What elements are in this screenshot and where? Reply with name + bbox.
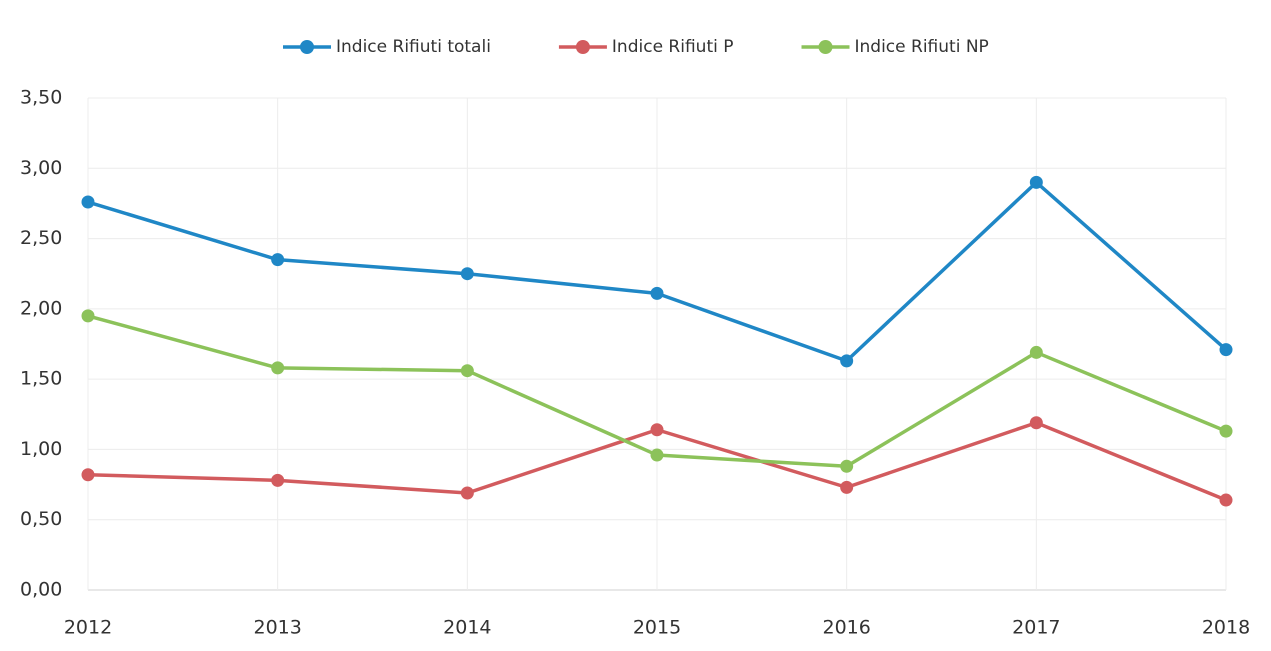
data-point bbox=[1219, 343, 1233, 357]
data-point bbox=[271, 473, 285, 487]
y-tick-label: 1,50 bbox=[20, 368, 62, 390]
data-point bbox=[650, 448, 664, 462]
legend-label: Indice Rifiuti NP bbox=[855, 37, 989, 57]
y-tick-label: 1,00 bbox=[20, 438, 62, 460]
legend-label: Indice Rifiuti totali bbox=[336, 37, 491, 57]
y-tick-label: 3,00 bbox=[20, 157, 62, 179]
legend-marker bbox=[575, 40, 590, 54]
legend-label: Indice Rifiuti P bbox=[612, 37, 734, 57]
data-point bbox=[81, 309, 95, 323]
data-point bbox=[1029, 416, 1043, 430]
data-point bbox=[1029, 345, 1043, 359]
data-point bbox=[271, 361, 285, 375]
data-point bbox=[1219, 493, 1233, 507]
y-tick-label: 0,50 bbox=[20, 508, 62, 530]
x-tick-label: 2013 bbox=[253, 617, 301, 639]
x-tick-label: 2015 bbox=[633, 617, 681, 639]
data-point bbox=[460, 267, 474, 281]
x-tick-label: 2017 bbox=[1012, 617, 1060, 639]
data-point bbox=[650, 423, 664, 437]
legend-marker bbox=[300, 40, 314, 54]
data-point bbox=[840, 459, 854, 473]
x-tick-label: 2016 bbox=[822, 617, 870, 639]
x-tick-label: 2018 bbox=[1202, 617, 1250, 639]
data-point bbox=[840, 480, 854, 494]
data-point bbox=[81, 195, 95, 209]
x-tick-label: 2014 bbox=[443, 617, 491, 639]
data-point bbox=[460, 364, 474, 378]
data-point bbox=[1219, 424, 1233, 438]
data-point bbox=[1029, 175, 1043, 189]
data-point bbox=[460, 486, 474, 500]
y-tick-label: 2,00 bbox=[20, 297, 62, 319]
y-tick-label: 2,50 bbox=[20, 227, 62, 249]
data-point bbox=[650, 286, 664, 300]
data-point bbox=[271, 253, 285, 267]
data-point bbox=[840, 354, 854, 368]
x-tick-label: 2012 bbox=[64, 617, 112, 639]
y-tick-label: 0,00 bbox=[20, 579, 62, 601]
legend-marker bbox=[818, 40, 833, 54]
data-point bbox=[81, 468, 95, 482]
y-tick-label: 3,50 bbox=[20, 87, 62, 109]
